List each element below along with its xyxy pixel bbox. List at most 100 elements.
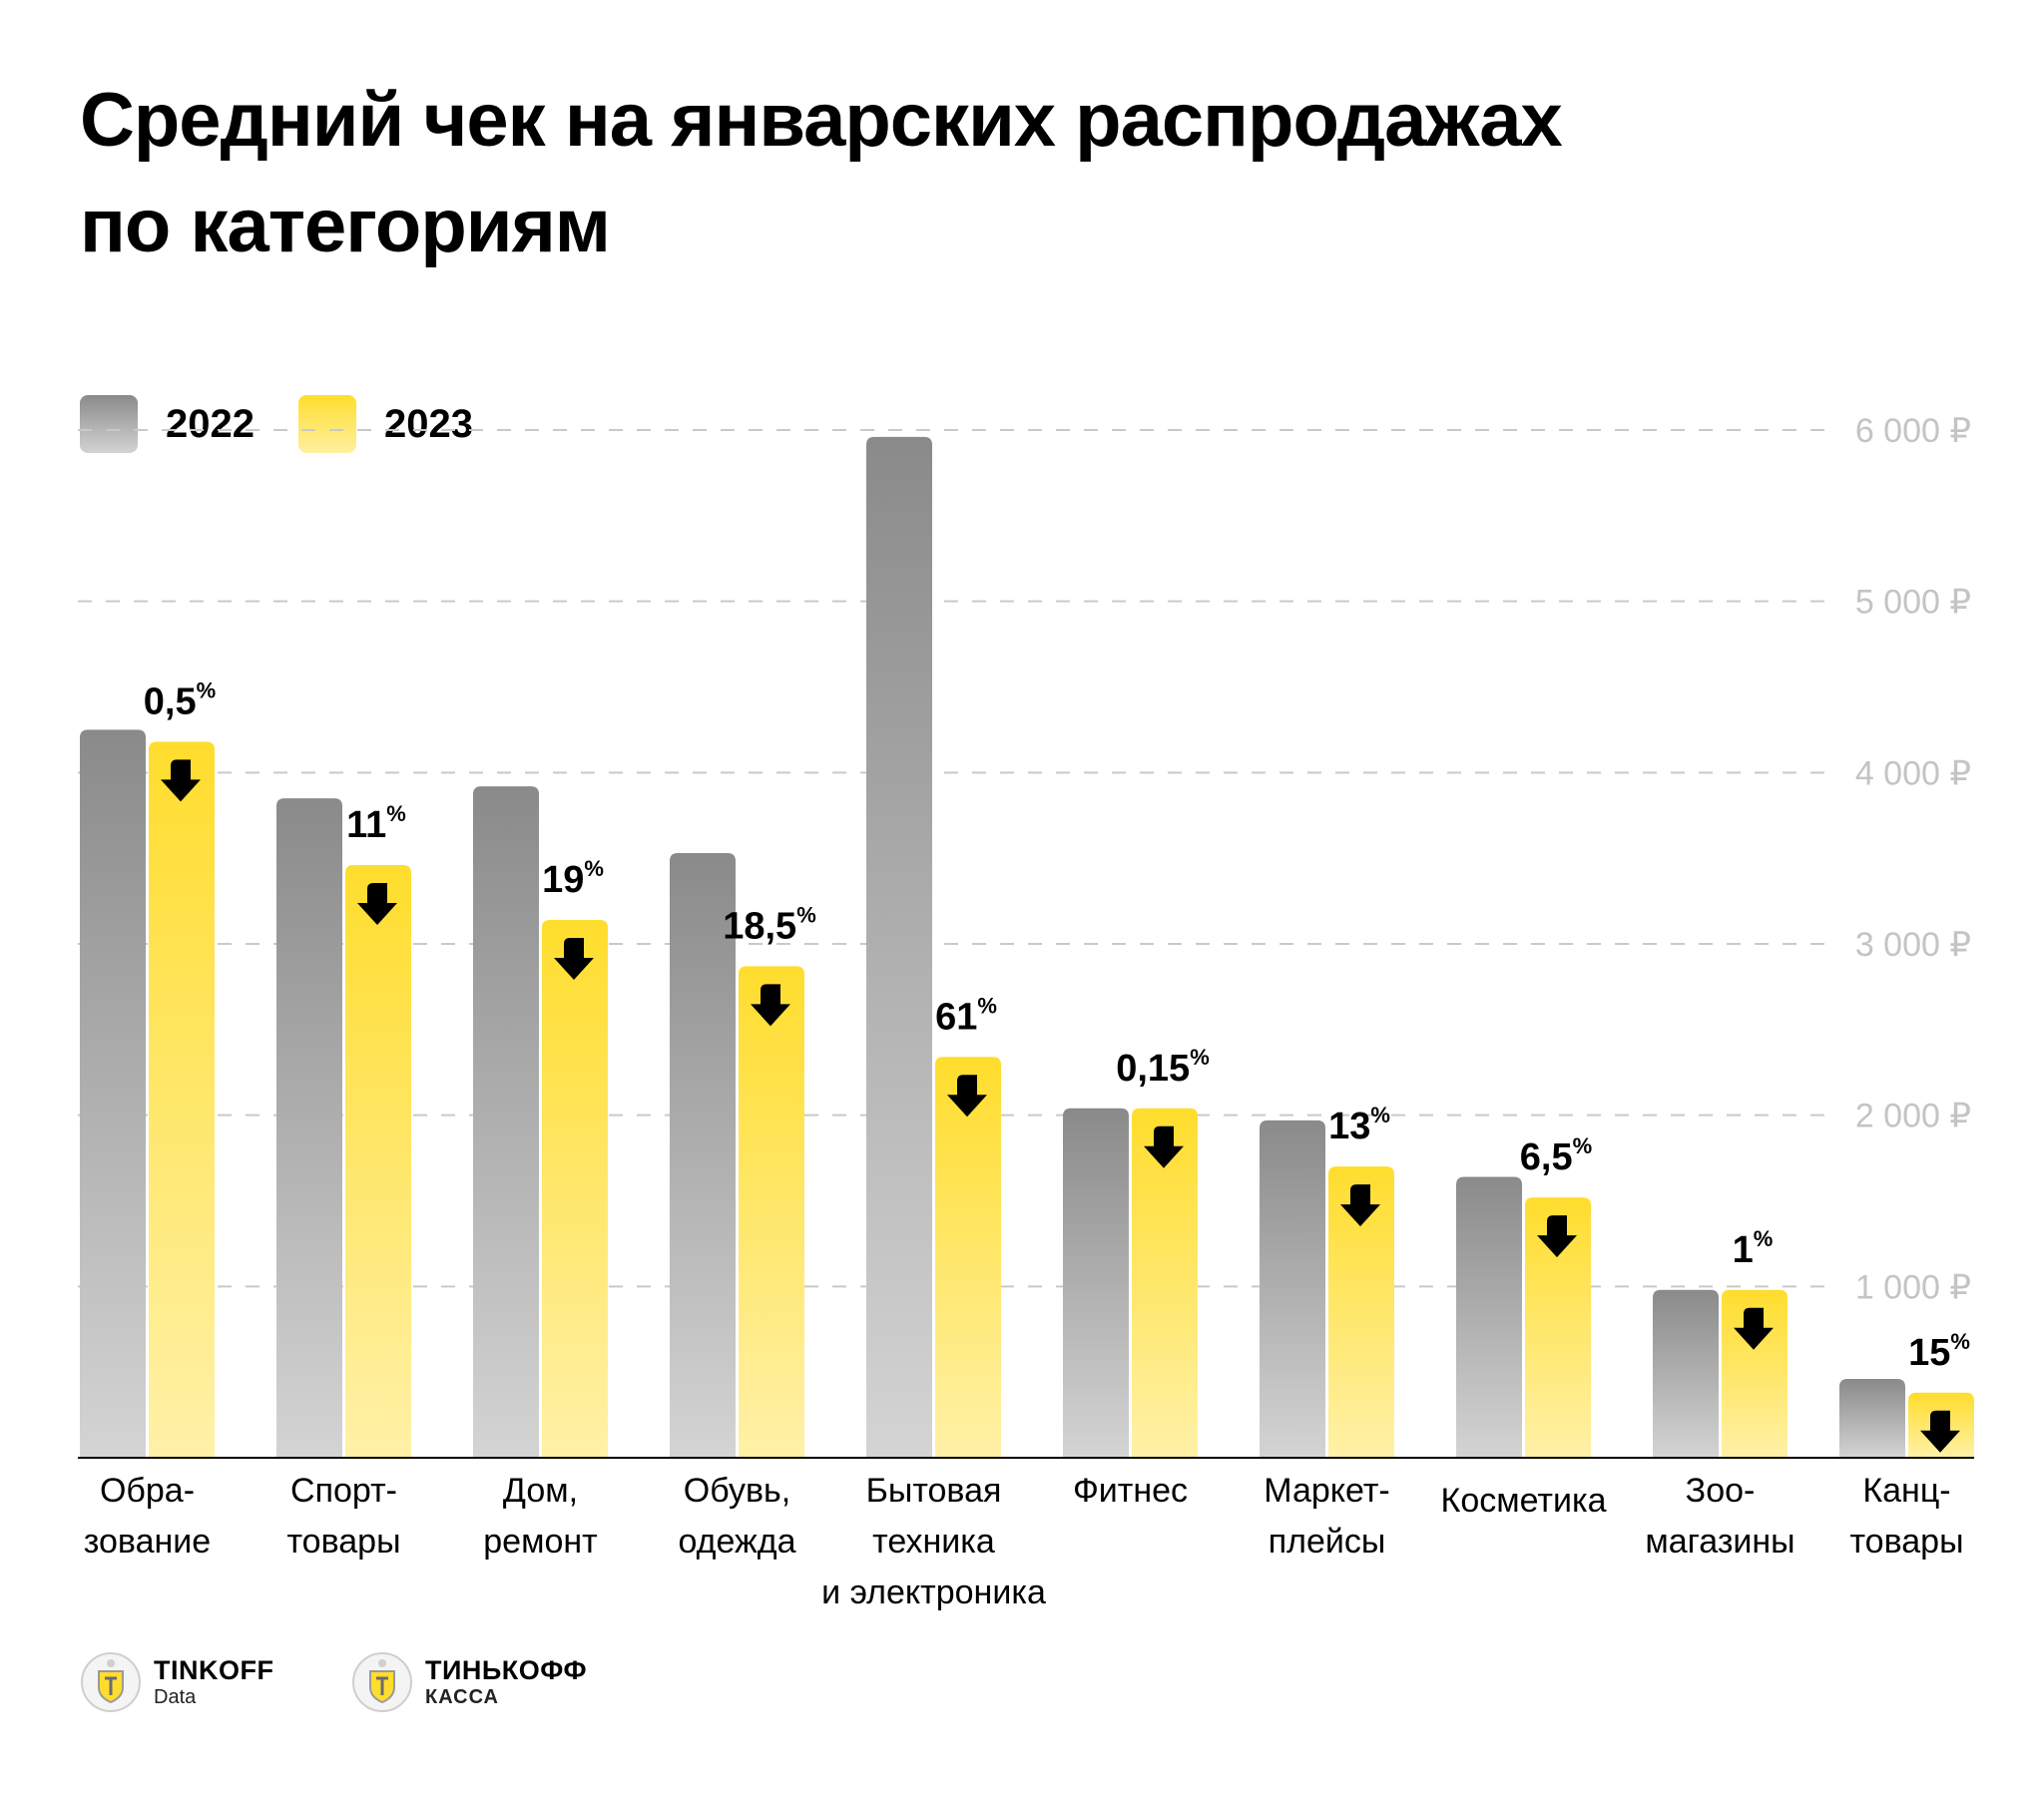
change-unit: % [1190,1045,1210,1070]
y-tick-label: 2 000 ₽ [1855,1098,1971,1135]
arrow-down-icon [1920,1410,1960,1453]
category-label: Фитнес [1073,1472,1188,1510]
category-label: Зоо- [1686,1472,1756,1510]
bar-2022 [670,853,736,1458]
y-tick-label: 6 000 ₽ [1855,412,1971,450]
bar-2022 [80,729,146,1458]
category-label: товары [1849,1523,1963,1561]
category-label: Спорт- [290,1472,397,1510]
change-label: 0,15% [1116,1045,1210,1090]
change-unit: % [1950,1329,1970,1354]
bars [80,436,1974,1458]
bar-2023 [149,741,215,1458]
y-tick-label: 1 000 ₽ [1855,1268,1971,1306]
bar-2022 [866,436,932,1458]
change-label: 1% [1733,1226,1774,1271]
tinkoff-seal-icon [352,1652,412,1712]
change-label: 19% [542,856,604,901]
arrow-down-icon [1537,1215,1577,1258]
arrow-down-icon [161,759,201,802]
change-value: 0,15 [1116,1048,1190,1090]
arrow-down-icon [1144,1125,1184,1168]
arrow-down-icon [1340,1184,1380,1227]
change-value: 15 [1908,1332,1950,1374]
change-label: 15% [1908,1329,1970,1374]
category-label: Косметика [1441,1482,1607,1520]
footer-brand-tinkoff-data: TINKOFF Data [80,1651,273,1713]
change-value: 61 [935,996,977,1038]
arrow-down-icon [554,937,594,980]
bar-2023 [542,919,608,1458]
change-label: 13% [1328,1103,1390,1147]
brand-2-sub: КАССА [425,1686,499,1708]
bar-2022 [1456,1176,1522,1458]
arrow-down-icon [357,883,397,926]
change-unit: % [584,856,604,881]
change-unit: % [796,902,816,927]
change-value: 6,5 [1520,1136,1573,1178]
title-line-1: Средний чек на январских распродажах [80,78,1563,163]
category-label: техника [872,1523,995,1561]
category-label: ремонт [483,1523,597,1561]
change-label: 18,5% [723,902,816,947]
footer-brand-tinkoff-kassa: ТИНЬКОФФ КАССА [351,1651,587,1713]
bar-chart: 1 000 ₽ 2 000 ₽ 3 000 ₽ 4 000 ₽ 5 000 ₽ 6 000… [78,412,1974,1611]
change-unit: % [1370,1103,1390,1127]
bar-2023 [1328,1166,1394,1458]
category-label: товары [286,1523,400,1561]
brand-1-name: TINKOFF [154,1655,274,1685]
tinkoff-seal-icon [81,1652,141,1712]
change-value: 1 [1733,1229,1754,1271]
bar-2023 [739,966,804,1458]
chart-title: Средний чек на январских распродажах по … [80,68,1563,279]
category-label: Дом, [503,1472,578,1510]
category-label: одежда [678,1523,795,1561]
change-unit: % [386,801,406,826]
legend: 2022 2023 [80,395,517,453]
bar-2022 [276,798,342,1458]
legend-item-2023: 2023 [297,395,473,453]
y-axis-ticks: 1 000 ₽ 2 000 ₽ 3 000 ₽ 4 000 ₽ 5 000 ₽ 6 000… [1855,412,1971,1306]
change-label: 0,5% [144,677,216,722]
change-unit: % [197,677,217,702]
y-tick-label: 3 000 ₽ [1855,926,1971,964]
change-value: 18,5 [723,905,796,947]
legend-label-2023: 2023 [383,401,473,446]
legend-item-2022: 2022 [80,395,255,453]
brand-2-name: ТИНЬКОФФ [425,1655,588,1685]
category-label: Обра- [100,1472,195,1510]
brand-1-sub: Data [154,1686,197,1708]
category-label: Маркет- [1264,1472,1389,1510]
change-value: 11 [346,804,386,846]
change-unit: % [1573,1133,1593,1158]
category-label: Обувь, [684,1472,790,1510]
change-value: 13 [1328,1106,1370,1147]
change-label: 6,5% [1520,1133,1592,1178]
category-label: Канц- [1862,1472,1950,1510]
category-label: и электроника [821,1573,1046,1611]
legend-swatch-2023 [297,395,356,453]
title-line-2: по категориям [80,184,611,268]
bar-2022 [1260,1120,1325,1458]
category-label: зование [84,1523,211,1561]
bar-2023 [345,865,411,1458]
change-unit: % [1754,1226,1774,1251]
y-tick-label: 5 000 ₽ [1855,584,1971,622]
arrow-down-icon [1734,1307,1774,1350]
change-value: 19 [542,859,584,901]
change-labels: 0,5%11%19%18,5%61%0,15%13%6,5%1%15% [144,677,1970,1453]
category-label: магазины [1645,1523,1794,1561]
change-unit: % [977,993,997,1018]
arrow-down-icon [751,984,790,1027]
change-value: 0,5 [144,680,197,722]
bar-2023 [1132,1108,1198,1458]
bar-2022 [1063,1108,1129,1458]
bar-2023 [935,1057,1001,1458]
bar-2022 [473,786,539,1458]
arrow-down-icon [947,1075,987,1118]
change-label: 11% [346,801,406,846]
bar-2022 [1839,1379,1905,1458]
bar-2023 [1525,1197,1591,1458]
bar-2022 [1653,1289,1719,1458]
legend-label-2022: 2022 [166,401,255,446]
